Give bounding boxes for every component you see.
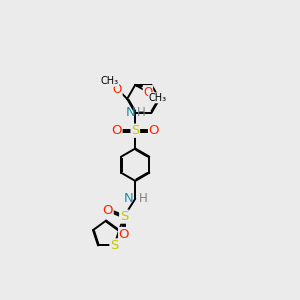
- Text: O: O: [143, 85, 152, 99]
- Text: CH₃: CH₃: [100, 76, 118, 86]
- Text: O: O: [148, 124, 159, 137]
- Text: N: N: [124, 192, 134, 205]
- Text: O: O: [103, 204, 113, 218]
- Text: S: S: [120, 210, 128, 223]
- Text: H: H: [139, 192, 148, 205]
- Text: O: O: [112, 124, 122, 137]
- Text: O: O: [113, 82, 122, 96]
- Text: S: S: [110, 239, 118, 252]
- Text: H: H: [137, 106, 146, 119]
- Text: CH₃: CH₃: [149, 93, 167, 103]
- Text: N: N: [125, 106, 135, 119]
- Text: S: S: [131, 124, 140, 137]
- Text: O: O: [119, 228, 129, 241]
